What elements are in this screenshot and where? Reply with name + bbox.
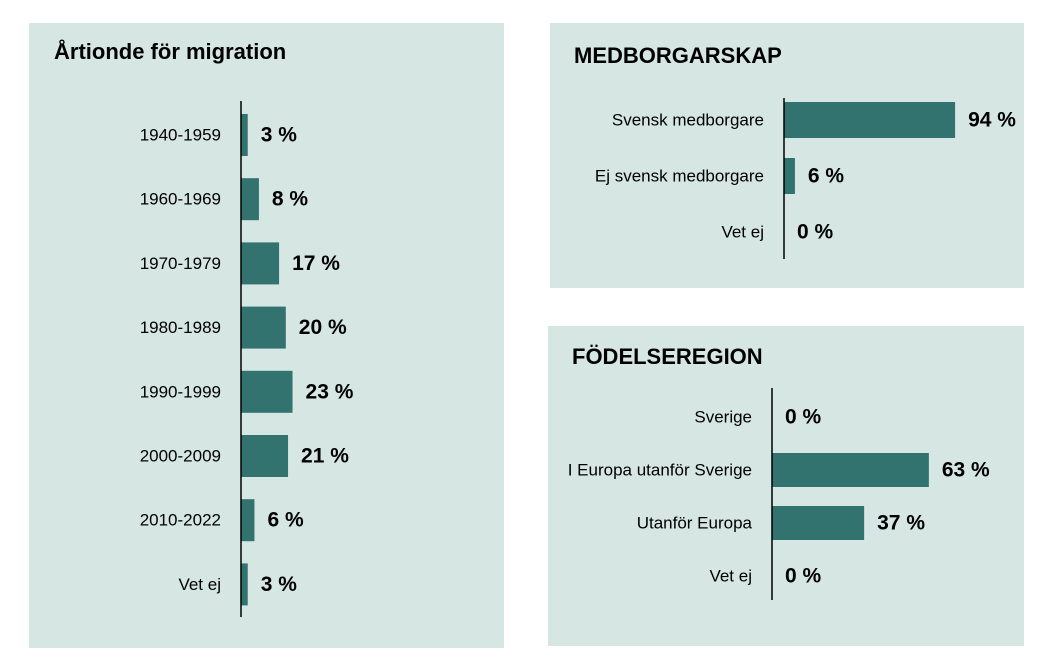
value-label: 6 % [267,509,304,532]
bar [241,242,280,285]
bar [241,178,259,221]
category-label: Vet ej [721,223,764,242]
bar [241,435,289,477]
category-label: Svensk medborgare [612,111,764,130]
category-label: 2000-2009 [140,447,221,466]
value-label: 0 % [797,221,834,244]
bar [241,306,286,349]
chart-migration-decade: 1940-1959 3 % 1960-1969 8 % 1970-1979 17 % 198… [140,101,354,617]
bar [772,506,865,540]
bar [241,114,248,156]
chart-panel-migration-decade: Årtionde för migration 1940-1959 3 % 1960-… [29,23,504,648]
category-label: 1960-1969 [140,190,221,209]
bar [784,102,956,138]
value-label: 3 % [261,124,298,147]
value-label: 6 % [808,165,845,188]
value-label: 0 % [785,565,822,588]
chart-citizenship: Svensk medborgare 94 % Ej svensk medborgar… [595,98,1016,259]
value-label: 23 % [306,380,354,403]
value-label: 21 % [301,445,349,468]
chart-panel-birth-region: FÖDELSEREGION Sverige 0 % I Europa utanför… [548,326,1024,646]
category-label: Vet ej [709,567,752,586]
chart-title-citizenship: MEDBORGARSKAP [574,43,782,68]
value-label: 94 % [968,109,1016,132]
value-label: 63 % [942,459,990,482]
value-label: 0 % [785,406,822,429]
value-label: 37 % [877,512,925,535]
bar [772,453,929,487]
chart-panel-citizenship: MEDBORGARSKAP Svensk medborgare 94 % Ej sv… [550,23,1024,288]
category-label: Vet ej [178,575,221,594]
chart-title-migration-decade: Årtionde för migration [54,39,287,64]
value-label: 3 % [261,573,298,596]
category-label: Sverige [694,408,752,427]
category-label: Ej svensk medborgare [595,167,764,186]
value-label: 8 % [272,188,309,211]
category-label: I Europa utanför Sverige [568,461,752,480]
category-label: 1990-1999 [140,382,221,401]
bar [241,499,255,542]
category-label: 2010-2022 [140,511,221,530]
chart-birth-region: Sverige 0 % I Europa utanför Sverige 63 % Ut… [568,388,990,600]
chart-title-birth-region: FÖDELSEREGION [572,344,763,369]
category-label: 1980-1989 [140,318,221,337]
bar [241,563,248,606]
category-label: 1970-1979 [140,254,221,273]
value-label: 20 % [299,316,347,339]
value-label: 17 % [292,252,340,275]
category-label: 1940-1959 [140,126,221,145]
category-label: Utanför Europa [637,514,753,533]
bar [784,158,795,194]
bar [241,370,293,413]
